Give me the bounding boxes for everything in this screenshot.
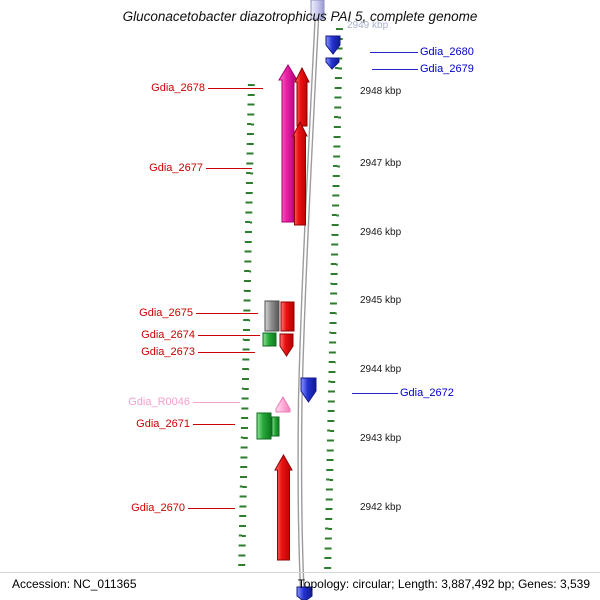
label-connector-gdia-2671 xyxy=(193,424,235,425)
gene-label-gdia-2679[interactable]: Gdia_2679 xyxy=(420,63,474,75)
gene-glyph-green-small[interactable] xyxy=(271,416,280,437)
status-bar: Accession: NC_011365 Topology: circular;… xyxy=(0,572,600,600)
ruler-label-2946: 2946 kbp xyxy=(360,227,402,238)
genome-backbone-line xyxy=(300,0,321,600)
gene-glyph-gdia-r0046[interactable] xyxy=(275,396,291,413)
gene-label-gdia-2675[interactable]: Gdia_2675 xyxy=(139,307,193,319)
gene-glyph-gdia-2675[interactable] xyxy=(264,300,280,332)
genome-backbone-line xyxy=(297,0,317,600)
label-connector-gdia-2673 xyxy=(198,352,255,353)
ruler-label-2942: 2942 kbp xyxy=(360,502,402,513)
gene-label-gdia-2680[interactable]: Gdia_2680 xyxy=(420,46,474,58)
ruler-label-2943: 2943 kbp xyxy=(360,433,402,444)
gene-label-gdia-2670[interactable]: Gdia_2670 xyxy=(131,502,185,514)
gene-label-gdia-2674[interactable]: Gdia_2674 xyxy=(141,329,195,341)
ruler-label-2945: 2945 kbp xyxy=(360,295,402,306)
gene-label-gdia-2672[interactable]: Gdia_2672 xyxy=(400,387,454,399)
ruler-label-2949: 2949 kbp xyxy=(347,20,389,31)
label-connector-gdia-2680 xyxy=(370,52,418,53)
label-connector-gdia-r0046 xyxy=(193,402,240,403)
gene-glyph-gdia-2670[interactable] xyxy=(274,453,293,561)
label-connector-gdia-2677 xyxy=(206,168,252,169)
gene-glyph-gdia-2673[interactable] xyxy=(279,333,294,357)
label-connector-gdia-2679 xyxy=(372,69,418,70)
label-connector-gdia-2670 xyxy=(188,508,235,509)
label-connector-gdia-2672 xyxy=(352,393,398,394)
gene-glyph-partial-top[interactable] xyxy=(310,0,325,20)
gene-label-gdia-2671[interactable]: Gdia_2671 xyxy=(136,418,190,430)
ruler-label-2944: 2944 kbp xyxy=(360,364,402,375)
gene-label-gdia-2677[interactable]: Gdia_2677 xyxy=(149,162,203,174)
gene-glyph-gdia-2679[interactable] xyxy=(325,57,340,70)
ruler-label-2948: 2948 kbp xyxy=(360,86,402,97)
gene-label-gdia-r0046[interactable]: Gdia_R0046 xyxy=(128,396,190,408)
gene-glyph-red-small[interactable] xyxy=(280,301,295,332)
ruler-label-2947: 2947 kbp xyxy=(360,158,402,169)
status-accession: Accession: NC_011365 xyxy=(12,577,137,591)
page-title: Gluconacetobacter diazotrophicus PAI 5, … xyxy=(122,9,478,24)
label-connector-gdia-2678 xyxy=(208,88,263,89)
gene-label-gdia-2678[interactable]: Gdia_2678 xyxy=(151,82,205,94)
gene-glyph-gdia-2674[interactable] xyxy=(262,332,277,347)
label-connector-gdia-2674 xyxy=(198,335,260,336)
gene-glyph-gdia-2671[interactable] xyxy=(256,412,272,440)
gene-glyph-gdia-2672[interactable] xyxy=(300,377,317,403)
label-connector-gdia-2675 xyxy=(196,313,258,314)
gene-glyph-gdia-2680[interactable] xyxy=(325,35,341,55)
gene-glyph-red-upper[interactable] xyxy=(294,66,310,127)
gene-label-gdia-2673[interactable]: Gdia_2673 xyxy=(141,346,195,358)
gene-glyph-gdia-2677[interactable] xyxy=(292,120,308,226)
gene-glyph-partial-bottom[interactable] xyxy=(296,586,313,600)
status-summary: Topology: circular; Length: 3,887,492 bp… xyxy=(297,577,590,591)
